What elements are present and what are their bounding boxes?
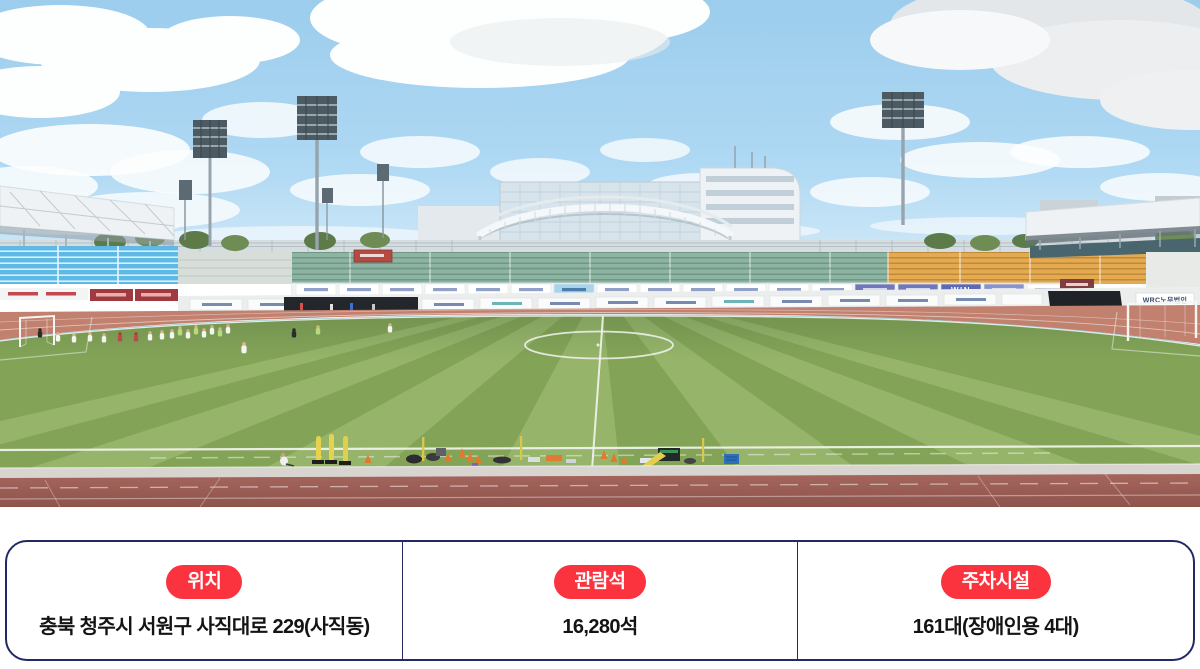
stadium-info-card: 위치 충북 청주시 서원구 사직대로 229(사직동) 관람석 16,280석 … [5,540,1195,661]
goal-right [1126,300,1198,341]
seats-badge: 관람석 [553,564,647,599]
cones [364,448,628,464]
floodlight-tower-icon [297,96,337,250]
location-value: 충북 청주시 서원구 사직대로 229(사직동) [39,615,370,638]
info-cell-seats: 관람석 16,280석 [401,542,798,659]
info-cell-parking: 주차시설 161대(장애인용 4대) [797,542,1193,659]
left-roof [0,185,175,250]
training-equipment [280,434,739,468]
location-badge: 위치 [166,564,243,599]
floodlight-tower-icon [193,120,227,246]
right-roof [1025,197,1200,250]
parking-value: 161대(장애인용 4대) [912,615,1080,638]
players [37,323,393,354]
pitch [0,311,1200,471]
floodlight-tower-small-icon [179,164,389,240]
pitch-lines [0,311,1200,471]
info-cell-location: 위치 충북 청주시 서원구 사직대로 229(사직동) [7,542,402,659]
floodlight-towers [179,92,924,250]
seats-value: 16,280석 [562,615,638,638]
halfway-line [591,315,604,471]
stadium-photo: WIN [0,0,1200,507]
banner-wrc-text: WRC노무법인 [1143,296,1188,305]
goal-left [19,314,55,348]
stadium-photo-svg: WIN [0,0,1200,507]
running-track-near [0,463,1200,507]
center-circle [524,330,674,360]
floodlight-tower-icon [882,92,924,225]
parking-badge: 주차시설 [940,564,1051,599]
grandstand-seats [0,238,1200,300]
freekick-dummies [312,434,705,465]
antenna [734,146,766,168]
